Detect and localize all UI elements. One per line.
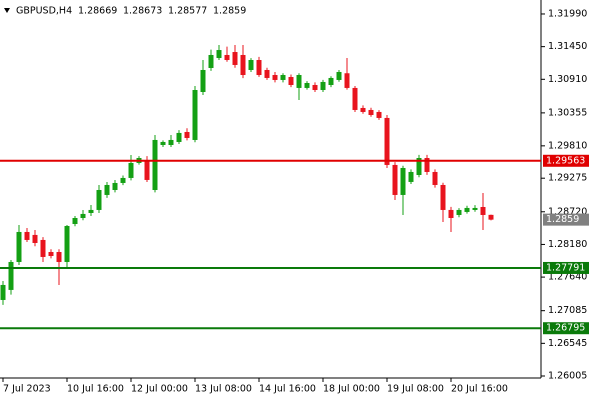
candle-body — [32, 234, 38, 243]
candle-body — [120, 177, 126, 183]
candle-body — [168, 139, 174, 145]
candle-body — [360, 107, 366, 112]
level-label: 1.26795 — [546, 323, 585, 334]
level-label-box — [543, 154, 589, 167]
y-tick-label: 1.28180 — [548, 239, 587, 250]
x-tick-label: 12 Jul 00:00 — [131, 384, 188, 395]
candle-body — [80, 213, 86, 219]
candle-body — [280, 75, 286, 80]
candle-body — [264, 69, 270, 78]
x-tick-label: 20 Jul 16:00 — [451, 384, 508, 395]
candle-body — [416, 157, 422, 175]
candle-body — [96, 189, 102, 210]
candle-body — [72, 218, 78, 224]
candle-body — [384, 117, 390, 165]
candle-body — [200, 69, 206, 93]
x-tick-label: 7 Jul 2023 — [3, 384, 51, 395]
candle-body — [152, 139, 158, 190]
candle-body — [288, 77, 294, 85]
y-tick-label: 1.31450 — [548, 41, 587, 52]
candle-body — [304, 82, 310, 88]
candle-body — [392, 164, 398, 195]
y-tick-label: 1.26005 — [548, 371, 587, 382]
candle-body — [376, 111, 382, 118]
x-tick-label: 14 Jul 16:00 — [259, 384, 316, 395]
symbol: GBPUSD,H4 — [16, 6, 72, 17]
candle-body — [144, 159, 150, 180]
collapse-icon — [4, 8, 10, 13]
current-price-label: 1.2859 — [546, 214, 579, 225]
candle-body — [224, 54, 230, 61]
y-tick-label: 1.29275 — [548, 173, 587, 184]
candle-body — [456, 209, 462, 215]
candle-body — [328, 77, 334, 85]
candle-body — [8, 261, 14, 290]
candle-body — [128, 162, 134, 178]
candle-body — [432, 171, 438, 185]
y-tick-label: 1.27085 — [548, 305, 587, 316]
y-tick-label: 1.28720 — [548, 206, 587, 217]
candle-body — [160, 141, 166, 145]
level-label-box — [543, 261, 589, 274]
candle-body — [256, 60, 262, 76]
candle-body — [64, 225, 70, 262]
candle-body — [464, 207, 470, 212]
candle-body — [352, 87, 358, 110]
header-high: 1.28673 — [123, 6, 162, 17]
candle-body — [344, 73, 350, 88]
level-label: 1.27791 — [546, 262, 585, 273]
y-tick-label: 1.30910 — [548, 74, 587, 85]
candle-body — [312, 84, 318, 91]
level-label-box — [543, 322, 589, 335]
x-tick-label: 10 Jul 16:00 — [67, 384, 124, 395]
candle-body — [208, 54, 214, 68]
candle-body — [24, 231, 30, 240]
candle-body — [56, 252, 62, 262]
candle-body — [112, 182, 118, 190]
candle-body — [176, 132, 182, 142]
header-close: 1.2859 — [213, 6, 246, 17]
y-tick-label: 1.29810 — [548, 140, 587, 151]
candle-body — [408, 171, 414, 182]
y-tick-label: 1.30355 — [548, 107, 587, 118]
candle-body — [16, 231, 22, 262]
candle-body — [488, 214, 494, 220]
candle-body — [296, 75, 302, 88]
candle-body — [104, 184, 110, 195]
current-price-box — [543, 213, 589, 226]
level-label: 1.29563 — [546, 155, 585, 166]
candle-body — [336, 71, 342, 80]
header-open: 1.28669 — [78, 6, 117, 17]
candle-body — [480, 206, 486, 215]
candle-body — [192, 90, 198, 140]
candle-body — [216, 50, 222, 59]
candle-body — [400, 167, 406, 195]
candle-body — [0, 284, 6, 300]
candle-body — [40, 239, 46, 257]
candle-body — [272, 75, 278, 80]
candle-body — [88, 209, 94, 213]
x-tick-label: 18 Jul 00:00 — [323, 384, 380, 395]
header-low: 1.28577 — [168, 6, 207, 17]
y-tick-label: 1.31990 — [548, 8, 587, 19]
candle-body — [440, 184, 446, 210]
x-tick-label: 13 Jul 08:00 — [195, 384, 252, 395]
candle-body — [240, 54, 246, 76]
candle-body — [48, 252, 54, 256]
candle-body — [448, 209, 454, 219]
candle-body — [368, 109, 374, 115]
y-tick-label: 1.27640 — [548, 272, 587, 283]
candle-body — [320, 81, 326, 91]
candle-body — [184, 131, 190, 138]
y-tick-label: 1.26545 — [548, 338, 587, 349]
candle-body — [248, 60, 254, 70]
x-tick-label: 19 Jul 08:00 — [387, 384, 444, 395]
candle-body — [424, 157, 430, 172]
candle-body — [472, 207, 478, 210]
candle-body — [232, 52, 238, 65]
